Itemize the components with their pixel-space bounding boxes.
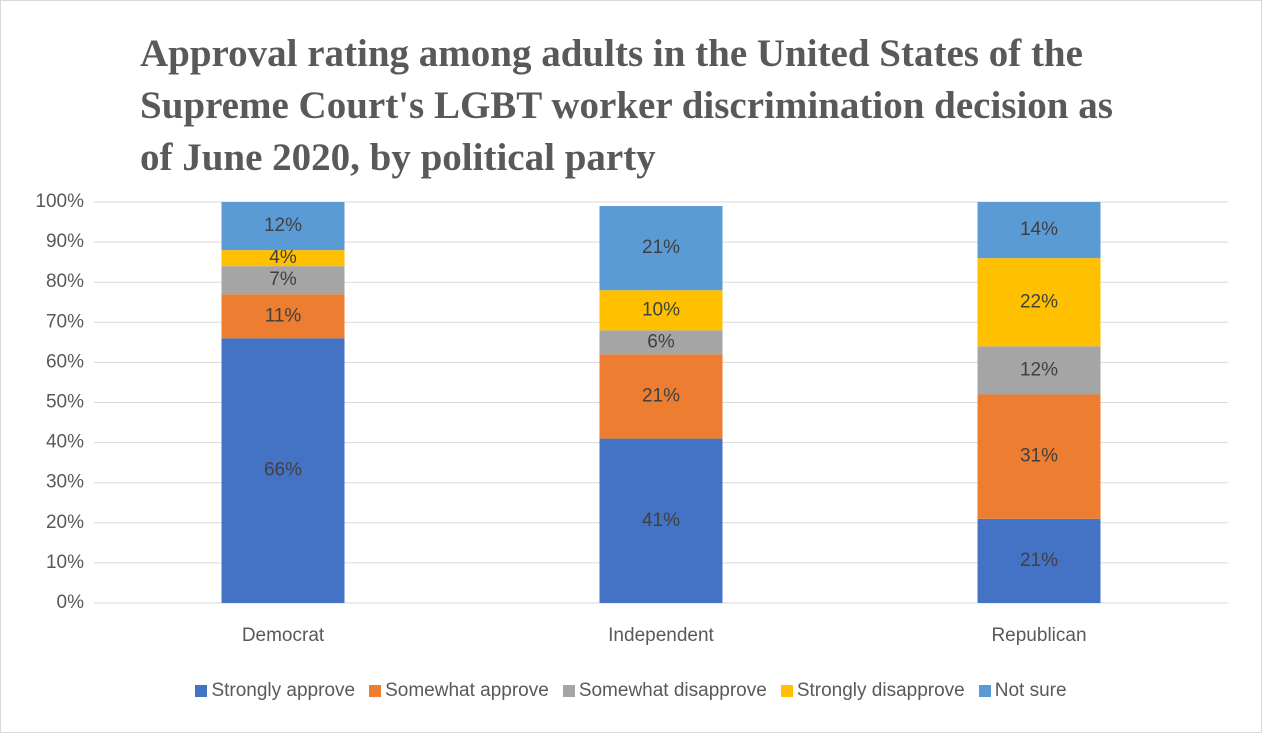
bar-segment [599,438,723,603]
legend-swatch [195,685,208,697]
y-tick-label: 20% [46,512,84,533]
data-label: 7% [269,269,297,290]
data-label: 12% [264,215,302,236]
data-label: 31% [1020,446,1058,467]
bar-segment [221,202,345,251]
data-label: 4% [269,247,297,268]
data-label: 12% [1020,359,1058,380]
data-label: 21% [1020,550,1058,571]
data-label: 21% [642,386,680,407]
y-tick-label: 50% [46,392,84,413]
y-tick-label: 0% [57,592,85,613]
legend-swatch [369,685,382,697]
bar-segment [599,206,723,291]
bar-segment [221,266,345,295]
data-label: 66% [264,460,302,481]
legend-swatch [978,685,991,697]
legend: Strongly approve Somewhat approve Somewhat… [0,680,1262,702]
legend-label: Somewhat approve [385,680,549,701]
y-tick-label: 10% [46,552,84,573]
bar-segment [977,394,1101,519]
bar-segment [599,330,723,355]
legend-label: Strongly approve [211,680,356,701]
bar-segment [977,258,1101,347]
y-tick-label: 100% [35,191,84,212]
data-label: 11% [265,305,302,326]
legend-label: Strongly disapprove [796,680,965,701]
legend-item: Not sure [978,680,1067,702]
legend-swatch [780,685,793,697]
y-tick-label: 60% [46,351,84,372]
data-label: 6% [647,331,675,352]
y-tick-label: 80% [46,271,84,292]
y-tick-label: 40% [46,432,84,453]
bar-segment [977,518,1101,603]
data-label: 14% [1020,219,1058,240]
bar-segment [599,354,723,439]
x-tick-label: Democrat [242,625,325,646]
x-tick-label: Independent [608,625,714,646]
bar-segment [599,290,723,331]
y-tick-label: 70% [46,311,84,332]
chart-title: Approval rating among adults in the Unit… [140,32,1113,179]
bar-segment [977,346,1101,395]
bar-segment [977,202,1101,259]
bar-segment [221,294,345,339]
data-label: 10% [642,299,680,320]
x-tick-label: Republican [991,625,1086,646]
bar-segment [221,338,345,603]
legend-item: Strongly approve [195,680,355,702]
data-label: 41% [642,510,680,531]
legend-item: Somewhat disapprove [562,680,767,702]
legend-item: Strongly disapprove [780,680,965,702]
legend-label: Not sure [994,680,1067,701]
bar-segment [221,250,345,267]
legend-swatch [562,685,575,697]
data-label: 22% [1020,291,1058,312]
y-tick-label: 90% [46,231,84,252]
legend-label: Somewhat disapprove [578,680,767,701]
legend-item: Somewhat approve [369,680,549,702]
data-label: 21% [642,237,680,258]
y-tick-label: 30% [46,472,84,493]
